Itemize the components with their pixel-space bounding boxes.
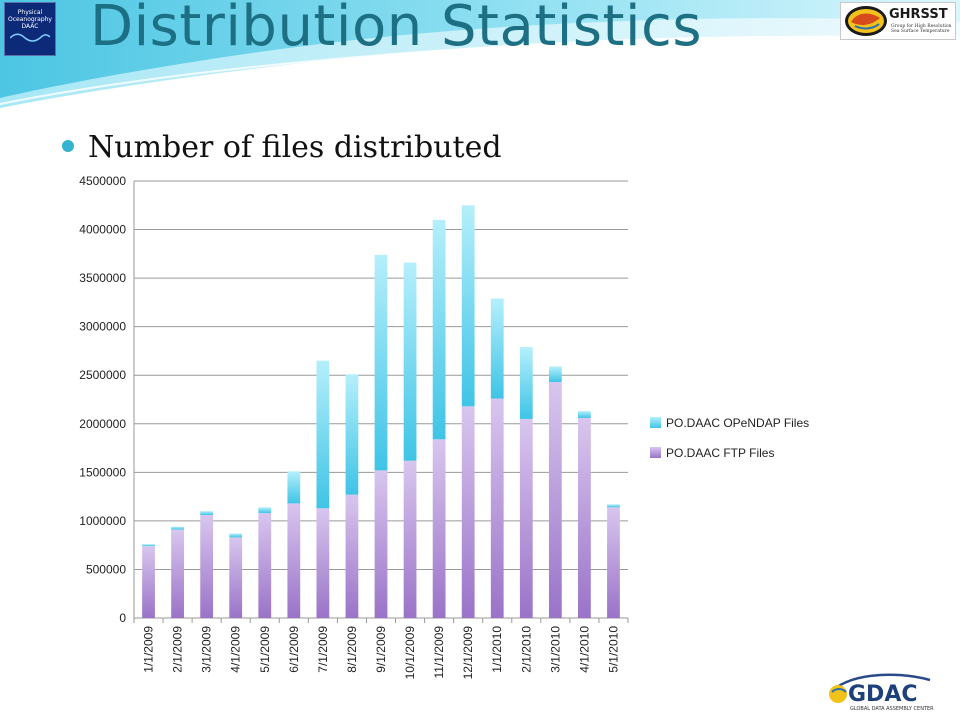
x-tick-label: 3/1/2010 [548, 626, 562, 673]
legend-swatch-ftp [650, 447, 661, 458]
bar-ftp [142, 546, 155, 618]
bar-ftp [403, 460, 417, 618]
x-tick-label: 3/1/2009 [200, 626, 214, 673]
bar-opendap [345, 374, 359, 495]
bar-opendap [229, 533, 243, 538]
x-tick-label: 4/1/2010 [577, 626, 591, 673]
bar-ftp [345, 494, 359, 618]
x-tick-label: 1/1/2009 [142, 626, 156, 673]
bar-ftp [578, 417, 591, 618]
y-tick-label: 500000 [86, 562, 126, 576]
bar-opendap [142, 544, 155, 547]
wave-icon [10, 33, 50, 42]
bar-opendap [490, 298, 504, 399]
bar-ftp [374, 470, 388, 618]
bullet-text: Number of files distributed [88, 130, 502, 165]
header-swoosh [0, 0, 960, 108]
x-tick-label: 9/1/2009 [374, 626, 388, 673]
bar-opendap [287, 471, 301, 504]
bar-opendap [316, 360, 330, 509]
x-tick-label: 5/1/2010 [606, 626, 620, 673]
bullet-dot [62, 140, 74, 152]
y-tick-label: 1000000 [79, 514, 126, 528]
bar-ftp [200, 515, 214, 618]
x-tick-label: 12/1/2009 [461, 626, 475, 680]
chart-panel: 0 500000 1000000 1500000 2000000 2500000 30000… [62, 172, 832, 702]
x-tick-label: 11/1/2009 [432, 626, 446, 679]
podaac-logo-line: Oceanography [8, 16, 52, 23]
legend-label-ftp: PO.DAAC FTP Files [666, 446, 774, 460]
bar-opendap [171, 526, 184, 530]
slide-title: Distribution Statistics [90, 0, 702, 59]
x-tick-label: 4/1/2009 [229, 626, 243, 673]
podaac-logo: Physical Oceanography DAAC [4, 2, 56, 56]
bar-ftp [519, 418, 533, 618]
bar-ftp [490, 398, 504, 618]
bar-ftp [548, 382, 562, 618]
x-tick-label: 8/1/2009 [345, 626, 359, 673]
bar-ftp [171, 529, 184, 618]
gdac-subtitle: GLOBAL DATA ASSEMBLY CENTER [850, 706, 934, 712]
gdac-logo: GDAC GLOBAL DATA ASSEMBLY CENTER [828, 673, 934, 712]
x-tick-label: 5/1/2009 [258, 626, 272, 673]
bar-ftp [258, 513, 272, 618]
gdac-name: GDAC [848, 682, 918, 707]
bar-opendap [548, 366, 562, 383]
bar-opendap [200, 511, 214, 516]
x-tick-label: 2/1/2009 [171, 626, 185, 673]
y-tick-label: 3000000 [79, 320, 126, 334]
ghrsst-name: GHRSST [889, 7, 948, 22]
x-tick-label: 7/1/2009 [316, 626, 330, 673]
bar-opendap [258, 507, 272, 514]
bar-opendap [374, 254, 388, 471]
y-tick-label: 2000000 [79, 417, 126, 431]
x-tick-label: 2/1/2010 [519, 626, 533, 673]
bar-opendap [607, 504, 620, 508]
bar-ftp [229, 537, 243, 618]
ghrsst-logo: GHRSST Group for High Resolution Sea Sur… [840, 2, 956, 40]
y-tick-label: 3500000 [79, 271, 126, 285]
x-tick-label: 1/1/2010 [490, 626, 504, 673]
bar-opendap [432, 219, 446, 440]
podaac-logo-line: DAAC [21, 23, 39, 30]
stacked-bar-chart: 0 500000 1000000 1500000 2000000 2500000 30000… [79, 174, 809, 680]
y-tick-label: 2500000 [79, 368, 126, 382]
ghrsst-subtitle: Group for High Resolution Sea Surface Te… [891, 24, 952, 34]
bar-ftp [287, 503, 301, 618]
bar-ftp [432, 439, 446, 618]
podaac-logo-line: Physical [17, 9, 43, 16]
bar-opendap [403, 262, 417, 461]
x-tick-label: 6/1/2009 [287, 626, 301, 673]
x-tick-label: 10/1/2009 [403, 626, 417, 680]
y-tick-label: 4000000 [79, 223, 126, 237]
y-tick-label: 4500000 [79, 174, 126, 188]
bar-ftp [607, 507, 620, 618]
bar-opendap [519, 347, 533, 419]
y-tick-label: 0 [119, 611, 126, 625]
y-tick-label: 1500000 [79, 465, 126, 479]
legend-swatch-opendap [650, 417, 661, 428]
bar-ftp [461, 406, 475, 618]
bar-ftp [316, 508, 330, 618]
bar-opendap [578, 411, 591, 418]
legend-label-opendap: PO.DAAC OPeNDAP Files [666, 416, 809, 430]
globe-icon [845, 6, 887, 36]
bar-opendap [461, 205, 475, 407]
